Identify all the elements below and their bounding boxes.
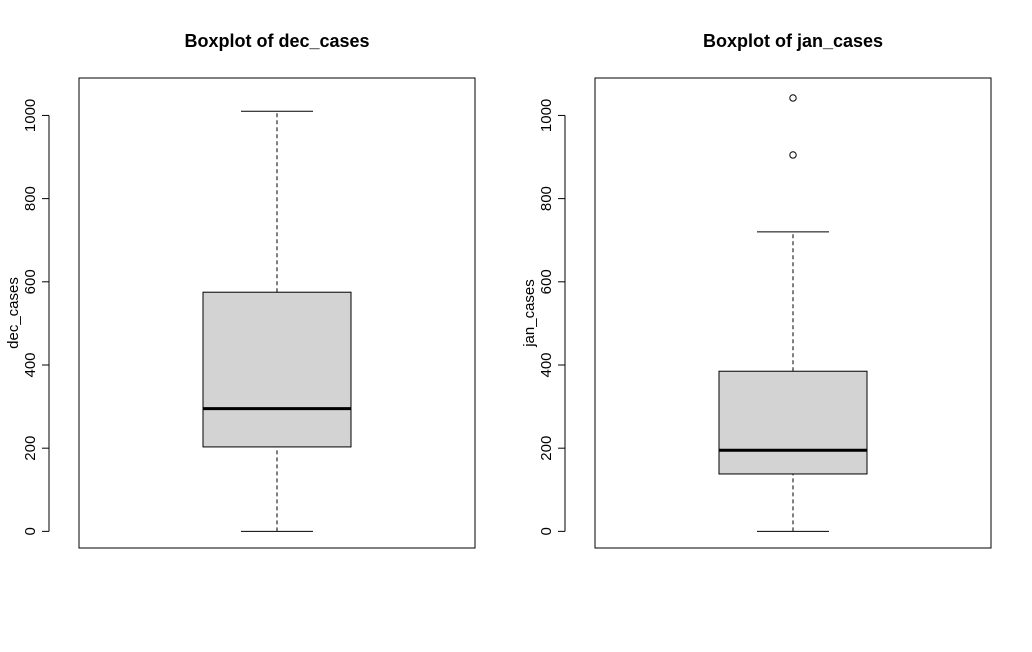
iqr-box — [718, 370, 868, 475]
chart-panel-2: Boxplot of jan_cases 0 200 400 600 800 1000 jan… — [521, 31, 992, 549]
y-tick-label: 400 — [22, 352, 39, 377]
y-tick-label: 600 — [538, 269, 555, 294]
y-tick-label: 400 — [538, 352, 555, 377]
y-tick-label: 0 — [538, 527, 555, 535]
y-tick-label: 200 — [538, 436, 555, 461]
outlier-point — [789, 151, 797, 159]
y-axis-label: dec_cases — [5, 277, 22, 349]
y-tick-label: 0 — [22, 527, 39, 535]
iqr-box — [202, 291, 352, 448]
outlier-point — [789, 94, 797, 102]
y-tick-label: 1000 — [538, 99, 555, 132]
y-tick-label: 800 — [538, 186, 555, 211]
plot-frame — [594, 77, 992, 549]
plot-frame — [78, 77, 476, 549]
chart-panel-1: Boxplot of dec_cases 0 200 400 600 800 1000 dec… — [5, 31, 476, 549]
y-tick-label: 200 — [22, 436, 39, 461]
chart-title: Boxplot of dec_cases — [184, 31, 369, 51]
y-tick-label: 800 — [22, 186, 39, 211]
chart-title: Boxplot of jan_cases — [703, 31, 883, 51]
y-axis-label: jan_cases — [521, 279, 538, 348]
y-tick-label: 1000 — [22, 99, 39, 132]
y-tick-label: 600 — [22, 269, 39, 294]
